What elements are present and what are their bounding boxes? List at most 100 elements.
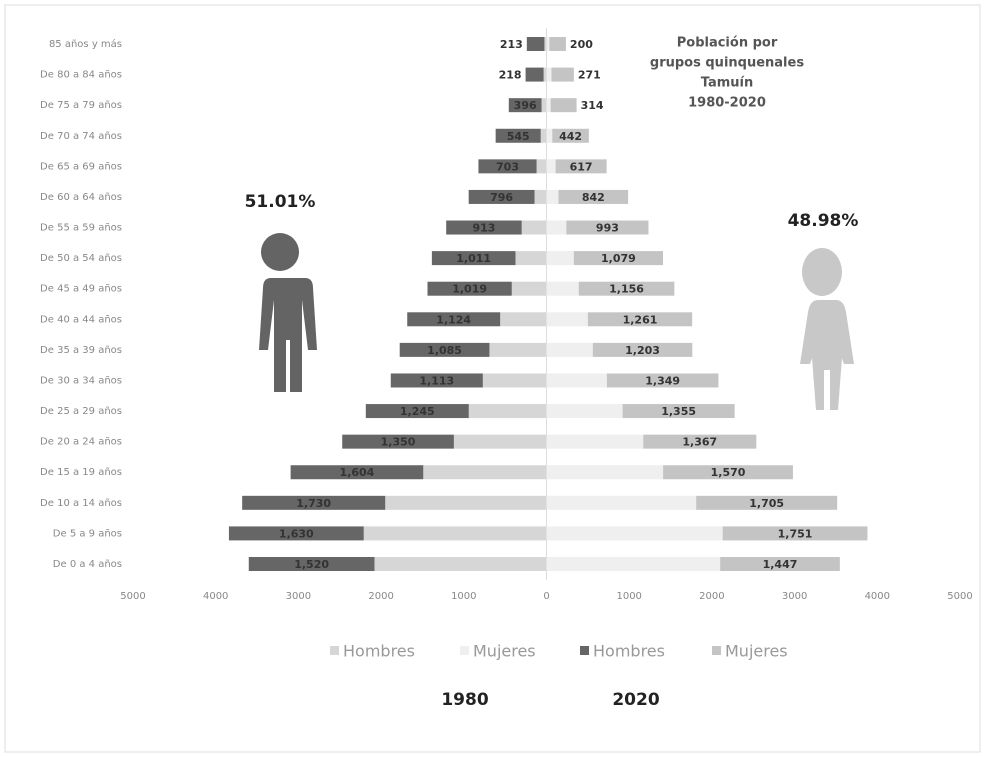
value-label: 1,124 bbox=[436, 313, 471, 326]
x-tick-label: 0 bbox=[543, 591, 549, 602]
legend-label: Mujeres bbox=[725, 642, 788, 661]
bar bbox=[431, 251, 516, 266]
bar bbox=[508, 98, 542, 113]
year-label: 1980 bbox=[441, 690, 488, 710]
bar bbox=[546, 495, 697, 510]
year-label: 2020 bbox=[612, 690, 659, 710]
bar bbox=[427, 281, 512, 296]
x-tick-label: 3000 bbox=[782, 591, 807, 602]
bar bbox=[578, 281, 675, 296]
legend-swatch bbox=[460, 646, 469, 655]
value-label: 703 bbox=[496, 160, 519, 173]
bar bbox=[546, 37, 550, 51]
category-label: De 30 a 34 años bbox=[40, 375, 122, 386]
x-tick-label: 5000 bbox=[947, 591, 972, 602]
bar bbox=[511, 281, 547, 296]
value-label: 1,019 bbox=[452, 283, 487, 296]
women-share: 48.98% bbox=[788, 211, 859, 231]
value-label: 1,156 bbox=[609, 283, 644, 296]
bar bbox=[228, 526, 364, 541]
category-label: 85 años y más bbox=[49, 38, 122, 50]
bar bbox=[536, 159, 547, 174]
bar bbox=[544, 37, 547, 51]
value-label: 1,113 bbox=[419, 374, 454, 387]
value-label: 1,447 bbox=[763, 558, 798, 571]
x-tick-label: 3000 bbox=[286, 591, 311, 602]
bar bbox=[546, 128, 553, 143]
value-label: 396 bbox=[514, 99, 537, 112]
bar bbox=[546, 342, 593, 357]
category-label: De 80 a 84 años bbox=[40, 70, 122, 81]
bar bbox=[722, 526, 868, 541]
bar bbox=[622, 404, 735, 419]
woman-icon bbox=[800, 248, 854, 410]
value-label: 913 bbox=[472, 222, 495, 235]
bar bbox=[399, 342, 490, 357]
bar bbox=[489, 342, 547, 357]
bar bbox=[521, 220, 547, 235]
bar bbox=[446, 220, 522, 235]
legend-swatch bbox=[330, 646, 339, 655]
bar bbox=[385, 495, 547, 510]
legend-label: Hombres bbox=[593, 642, 665, 661]
x-tick-label: 4000 bbox=[865, 591, 890, 602]
bar bbox=[643, 434, 757, 449]
bar bbox=[552, 128, 589, 143]
x-tick-label: 1000 bbox=[451, 591, 476, 602]
value-label: 1,705 bbox=[749, 497, 784, 510]
category-label: De 15 a 19 años bbox=[40, 467, 122, 478]
value-label: 796 bbox=[490, 191, 513, 204]
bar bbox=[696, 495, 838, 510]
value-label: 1,520 bbox=[294, 558, 329, 571]
value-label: 1,630 bbox=[279, 527, 314, 540]
bar bbox=[546, 159, 556, 174]
bar bbox=[546, 434, 644, 449]
category-label: De 60 a 64 años bbox=[40, 192, 122, 203]
bar bbox=[540, 128, 547, 143]
bar bbox=[453, 434, 547, 449]
bar bbox=[495, 128, 541, 143]
value-label: 1,079 bbox=[601, 252, 636, 265]
man-icon bbox=[255, 233, 317, 392]
category-label: De 70 a 74 años bbox=[40, 131, 122, 142]
value-label: 218 bbox=[499, 69, 522, 82]
bar bbox=[546, 373, 607, 388]
bar bbox=[374, 557, 547, 571]
bar bbox=[468, 404, 547, 419]
bar bbox=[592, 342, 693, 357]
x-tick-label: 5000 bbox=[120, 591, 145, 602]
value-label: 842 bbox=[582, 191, 605, 204]
legend-label: Mujeres bbox=[473, 642, 536, 661]
bar bbox=[482, 373, 547, 388]
bar bbox=[534, 189, 547, 204]
bar bbox=[390, 373, 483, 388]
bar bbox=[546, 557, 721, 571]
legend-swatch bbox=[580, 646, 589, 655]
bar bbox=[407, 312, 501, 327]
chart-title: Población por bbox=[677, 36, 778, 51]
value-label: 1,085 bbox=[427, 344, 462, 357]
bar bbox=[423, 465, 547, 480]
category-label: De 35 a 39 años bbox=[40, 345, 122, 356]
bar bbox=[248, 557, 375, 571]
value-label: 1,730 bbox=[296, 497, 331, 510]
value-label: 545 bbox=[507, 130, 530, 143]
category-label: De 75 a 79 años bbox=[40, 100, 122, 111]
bar bbox=[546, 404, 623, 419]
category-label: De 45 a 49 años bbox=[40, 284, 122, 295]
category-label: De 50 a 54 años bbox=[40, 253, 122, 264]
category-label: De 10 a 14 años bbox=[40, 498, 122, 509]
bar bbox=[663, 465, 793, 480]
bar bbox=[555, 159, 607, 174]
bar bbox=[543, 67, 547, 82]
frame bbox=[4, 4, 981, 753]
category-label: De 5 a 9 años bbox=[53, 528, 122, 539]
x-tick-label: 2000 bbox=[699, 591, 724, 602]
category-label: De 40 a 44 años bbox=[40, 314, 122, 325]
value-label: 617 bbox=[570, 160, 593, 173]
bar bbox=[546, 98, 551, 113]
bar bbox=[546, 312, 588, 327]
bar bbox=[342, 434, 454, 449]
category-label: De 0 a 4 años bbox=[53, 559, 122, 570]
bar bbox=[468, 189, 535, 204]
